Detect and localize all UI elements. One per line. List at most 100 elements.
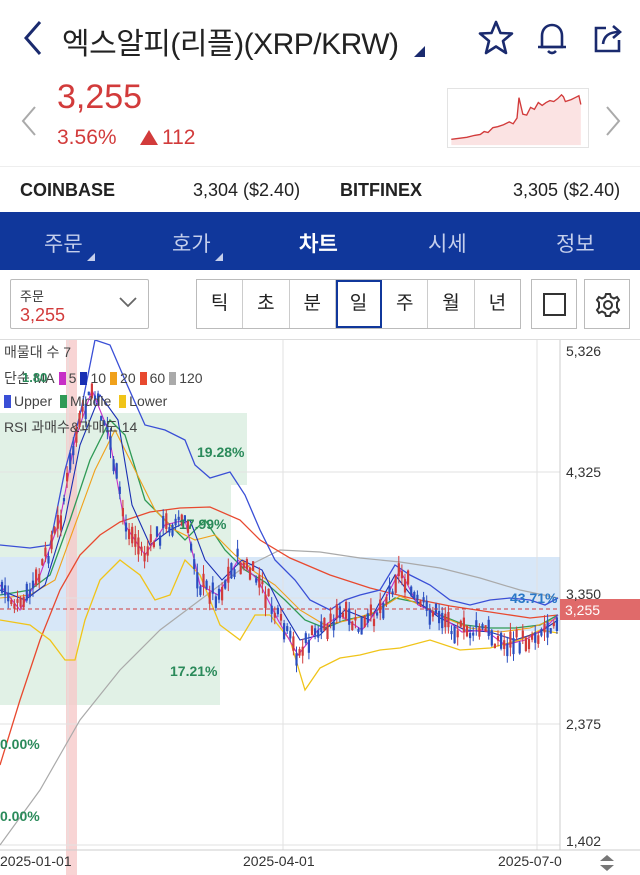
candle-body [208, 592, 211, 604]
candle-body [388, 585, 391, 593]
period-year-button[interactable]: 년 [488, 293, 507, 314]
period-tick-button[interactable]: 틱 [197, 280, 244, 328]
candle-body [531, 634, 534, 640]
period-minute-button[interactable]: 분 [290, 280, 336, 328]
candle-body [323, 617, 326, 631]
candle-body [394, 576, 397, 593]
candle-body [261, 581, 264, 585]
candle-body [202, 573, 205, 587]
candle-body [459, 620, 462, 627]
candle-body [366, 613, 369, 623]
highlight-column [66, 340, 77, 875]
scroll-handle-icon[interactable] [600, 855, 614, 861]
candle-body [0, 581, 4, 593]
candle-body [69, 453, 72, 470]
candle-body [245, 559, 248, 570]
candle-body [351, 621, 354, 630]
period-day-button[interactable]: 일 [335, 280, 383, 328]
y-tick-label: 1,402 [566, 833, 602, 849]
tab-quotes[interactable]: 시세 [428, 233, 467, 256]
settings-button[interactable] [584, 279, 630, 329]
tab-order[interactable]: 주문 [44, 228, 95, 261]
bell-icon[interactable] [532, 18, 572, 58]
candle-body [490, 630, 493, 646]
candle-body [242, 562, 245, 568]
candle-body [354, 617, 357, 621]
period-month-button[interactable]: 월 [428, 280, 475, 328]
candle-body [205, 580, 208, 589]
chart-controls: 주문 3,255 틱 초 분 일 주 월 년 [0, 270, 640, 340]
star-icon[interactable] [476, 18, 516, 58]
candle-body [465, 625, 469, 637]
prev-arrow-icon[interactable] [17, 104, 41, 138]
candle-body [549, 628, 552, 634]
candle-body [444, 613, 447, 628]
tab-orderbook[interactable]: 호가 [172, 228, 223, 261]
fullscreen-button[interactable] [531, 279, 577, 329]
candle-body [149, 534, 152, 543]
back-icon[interactable] [16, 18, 52, 58]
candle-body [81, 406, 84, 412]
candle-body [326, 624, 329, 639]
candle-body [264, 594, 267, 608]
period-selector: 틱 초 분 일 주 월 년 [196, 279, 521, 329]
candle-body [230, 563, 233, 579]
candle-body [66, 472, 69, 482]
main-tab-bar: 주문 호가 차트 시세 정보 [0, 212, 640, 270]
x-tick-label: 2025-04-01 [243, 853, 315, 869]
legend-ma-5: 5 [68, 370, 77, 386]
tab-chart[interactable]: 차트 [299, 233, 338, 256]
candle-body [22, 596, 25, 608]
candle-body [512, 638, 515, 655]
candle-body [310, 625, 314, 635]
gear-icon [595, 293, 621, 317]
change-amount: 112 [140, 126, 195, 150]
next-arrow-icon[interactable] [601, 104, 625, 138]
order-select-value: 3,255 [20, 305, 66, 325]
current-price: 3,255 [57, 78, 143, 116]
candle-body [84, 403, 87, 419]
candle-body [159, 535, 162, 546]
tab-info[interactable]: 정보 [556, 233, 595, 256]
candle-body [422, 597, 425, 603]
page-title[interactable]: 엑스알피(리플)(XRP/KRW) [62, 28, 399, 61]
candle-body [140, 546, 143, 551]
header-bar: 엑스알피(리플)(XRP/KRW) [0, 0, 640, 78]
candle-body [416, 594, 419, 601]
share-icon[interactable] [588, 18, 628, 58]
candle-body [186, 519, 190, 533]
overlap-label: 1.80 [22, 370, 48, 385]
legend-rsi: RSI 과매수&과매도 14 [4, 419, 138, 435]
legend-bb-lower: Lower [129, 393, 168, 409]
candle-body [521, 630, 524, 638]
price-chart[interactable]: 3,255 [0, 340, 640, 875]
candle-body [341, 612, 345, 618]
candle-body [146, 546, 149, 556]
candle-body [174, 518, 177, 526]
title-dropdown-icon[interactable] [414, 46, 425, 57]
candle-body [410, 586, 413, 596]
candle-body [248, 567, 252, 580]
order-select[interactable]: 주문 3,255 [10, 279, 149, 329]
candle-body [363, 616, 366, 627]
candle-body [537, 635, 540, 644]
candle-body [236, 548, 239, 557]
candle-body [487, 619, 490, 636]
candle-body [112, 459, 115, 472]
candle-body [447, 612, 450, 628]
candle-body [391, 591, 394, 595]
candle-body [90, 383, 93, 399]
bb-upper-line [0, 340, 559, 611]
period-second-button[interactable]: 초 [243, 280, 290, 328]
candle-body [348, 608, 351, 625]
candle-body [407, 570, 410, 585]
candle-body [87, 391, 90, 396]
mini-price-chart[interactable] [447, 88, 589, 148]
period-week-button[interactable]: 주 [382, 280, 429, 328]
candle-body [28, 589, 31, 598]
candle-body [428, 608, 431, 625]
legend-volume-profile: 매물대 수 7 [4, 344, 72, 360]
candle-body [450, 631, 453, 635]
candle-body [438, 611, 441, 624]
grid [0, 340, 560, 850]
